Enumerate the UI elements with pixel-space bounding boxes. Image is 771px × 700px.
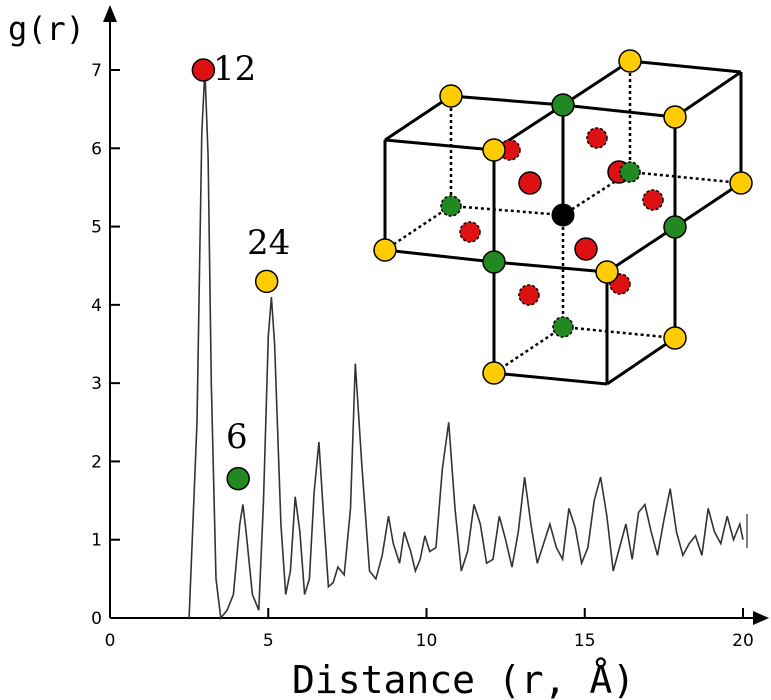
cube-edges [383, 59, 743, 386]
x-tick-label: 20 [732, 631, 754, 651]
x-tick-label: 10 [416, 631, 438, 651]
y-tick-label: 2 [91, 452, 102, 472]
second-shell-atoms [373, 49, 753, 385]
y-tick-label: 4 [91, 296, 102, 316]
third-shell-atoms [440, 93, 687, 338]
y-tick-label: 7 [91, 61, 102, 81]
series-line [188, 69, 744, 620]
peak-marker [254, 269, 279, 294]
y-axis-title: g(r) [8, 10, 85, 48]
y-tick-label: 6 [91, 139, 102, 159]
peak-marker [191, 58, 216, 82]
y-tick-label: 3 [91, 374, 102, 394]
x-axis-title: Distance (r, Å) [292, 658, 635, 700]
x-tick-label: 5 [263, 631, 274, 651]
peak-marker [226, 466, 250, 491]
y-axis-arrow-icon [103, 5, 117, 22]
bcc-structure-inset [373, 49, 753, 386]
y-ticks: 0 1 2 3 4 5 6 7 [91, 61, 120, 629]
peak-label-6: 6 [226, 417, 248, 457]
x-tick-label: 0 [105, 631, 116, 651]
x-tick-label: 15 [574, 631, 596, 651]
y-tick-label: 5 [91, 218, 102, 238]
peak-label-24: 24 [247, 223, 290, 263]
y-tick-label: 0 [91, 609, 102, 629]
peak-markers [191, 58, 279, 491]
peak-label-12: 12 [213, 49, 256, 89]
x-axis-arrow-icon [753, 611, 769, 625]
center-atom [551, 203, 575, 227]
y-tick-label: 1 [91, 531, 102, 551]
x-ticks: 0 5 10 15 20 [105, 608, 754, 651]
first-shell-atoms [459, 127, 664, 306]
axes [103, 5, 769, 625]
